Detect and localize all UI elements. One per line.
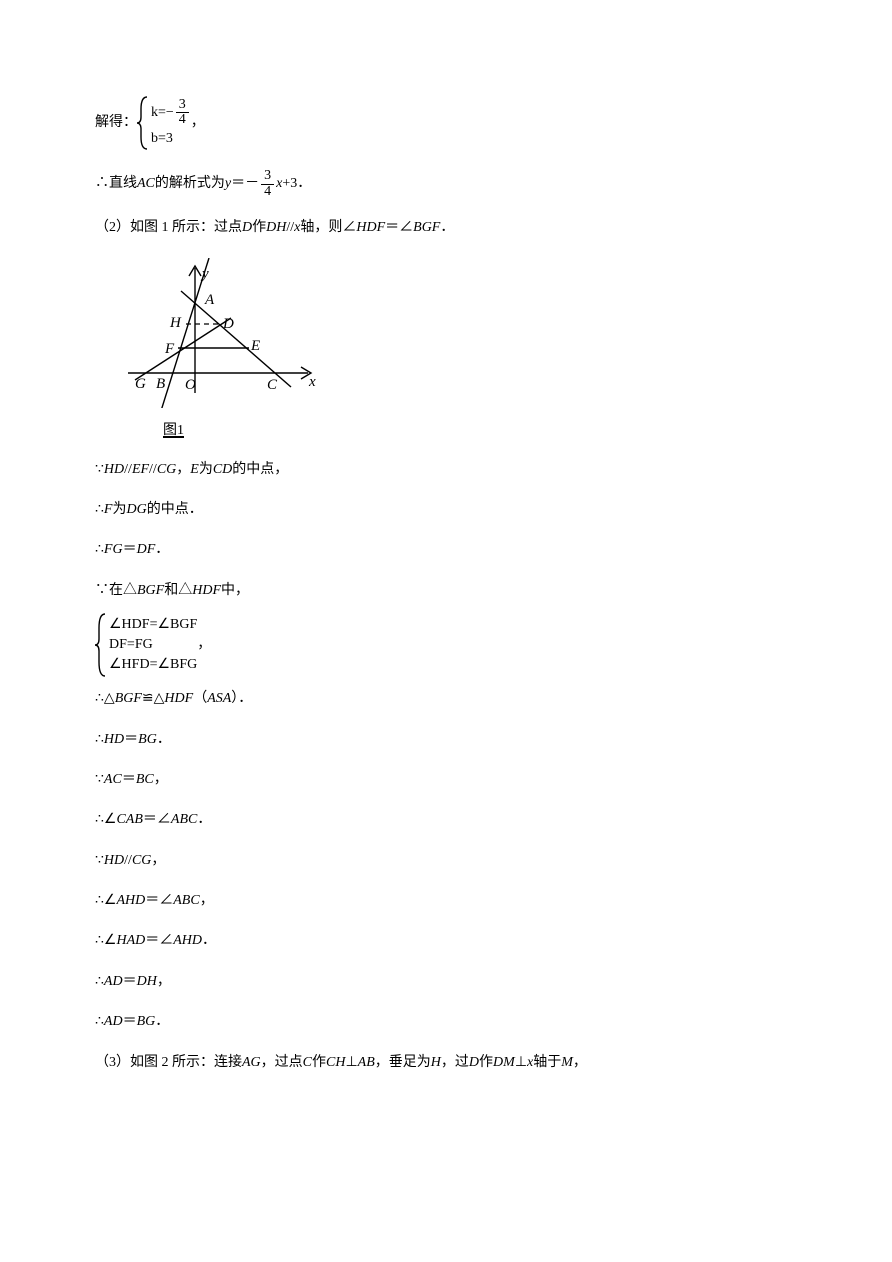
line-fig1-intro: （2）如图 1 所示：过点 D 作 DH // x 轴，则∠ HDF ＝∠ BG… xyxy=(95,217,797,239)
label-x: x xyxy=(308,374,316,390)
line-14: ∴∠ HAD ＝∠ AHD ． xyxy=(95,930,797,952)
brace-system-1: k=− 3 4 b=3 xyxy=(137,95,191,151)
line-10: ∵ AC ＝ BC ， xyxy=(95,769,797,791)
text-solve: 解得： xyxy=(95,112,137,134)
line-16: ∴ AD ＝ BG ． xyxy=(95,1011,797,1033)
label-E: E xyxy=(250,338,260,354)
line-6: ∴ FG ＝ DF ． xyxy=(95,539,797,561)
br2-r3: ∠HFD = ∠BFG xyxy=(109,655,197,675)
label-y: y xyxy=(200,266,209,282)
line-4: ∵ HD // EF // CG ， E 为 CD 的中点， xyxy=(95,459,797,481)
brace2-comma: ， xyxy=(197,634,211,656)
line-15: ∴ AD ＝ DH ， xyxy=(95,971,797,993)
line-solve: 解得： k=− 3 4 b=3 ， xyxy=(95,95,797,151)
frac-slope: 3 4 xyxy=(261,169,274,199)
brace-left-2 xyxy=(95,612,107,678)
label-B: B xyxy=(156,376,165,392)
line-17: （3）如图 2 所示：连接 AG ，过点 C 作 CH ⊥ AB ，垂足为 H … xyxy=(95,1052,797,1074)
label-H: H xyxy=(169,315,182,331)
brace-system-2: ∠HDF = ∠BGF DF = FG ∠HFD = ∠BFG ， xyxy=(95,612,797,678)
line-11: ∴∠ CAB ＝∠ ABC ． xyxy=(95,809,797,831)
br2-r1: ∠HDF = ∠BGF xyxy=(109,615,197,635)
brace1-comma: ， xyxy=(191,112,205,134)
brace1-row2: b=3 xyxy=(151,129,191,149)
brace1-row1: k=− 3 4 xyxy=(151,97,191,129)
figure-1-caption: 图1 xyxy=(163,420,797,442)
label-O: O xyxy=(185,377,196,393)
frac-k: 3 4 xyxy=(176,98,189,128)
label-A: A xyxy=(204,292,215,308)
line-5: ∴ F 为 DG 的中点． xyxy=(95,499,797,521)
label-C: C xyxy=(267,377,278,393)
line-8: ∴△ BGF ≌△ HDF （ ASA ）． xyxy=(95,688,797,710)
label-G: G xyxy=(135,376,146,392)
line-ac-eq: ∴直线 AC 的解析式为 y ＝－ 3 4 x +3． xyxy=(95,169,797,199)
br2-r2: DF = FG xyxy=(109,635,197,655)
line-9: ∴ HD ＝ BG ． xyxy=(95,729,797,751)
label-F: F xyxy=(164,341,175,357)
line-7: ∵在△ BGF 和△ HDF 中， xyxy=(95,580,797,602)
label-D: D xyxy=(222,316,234,332)
line-12: ∵ HD // CG ， xyxy=(95,850,797,872)
figure-1: y x A H D F E G B O C xyxy=(123,258,797,416)
line-13: ∴∠ AHD ＝∠ ABC ， xyxy=(95,890,797,912)
brace-left-1 xyxy=(137,95,149,151)
